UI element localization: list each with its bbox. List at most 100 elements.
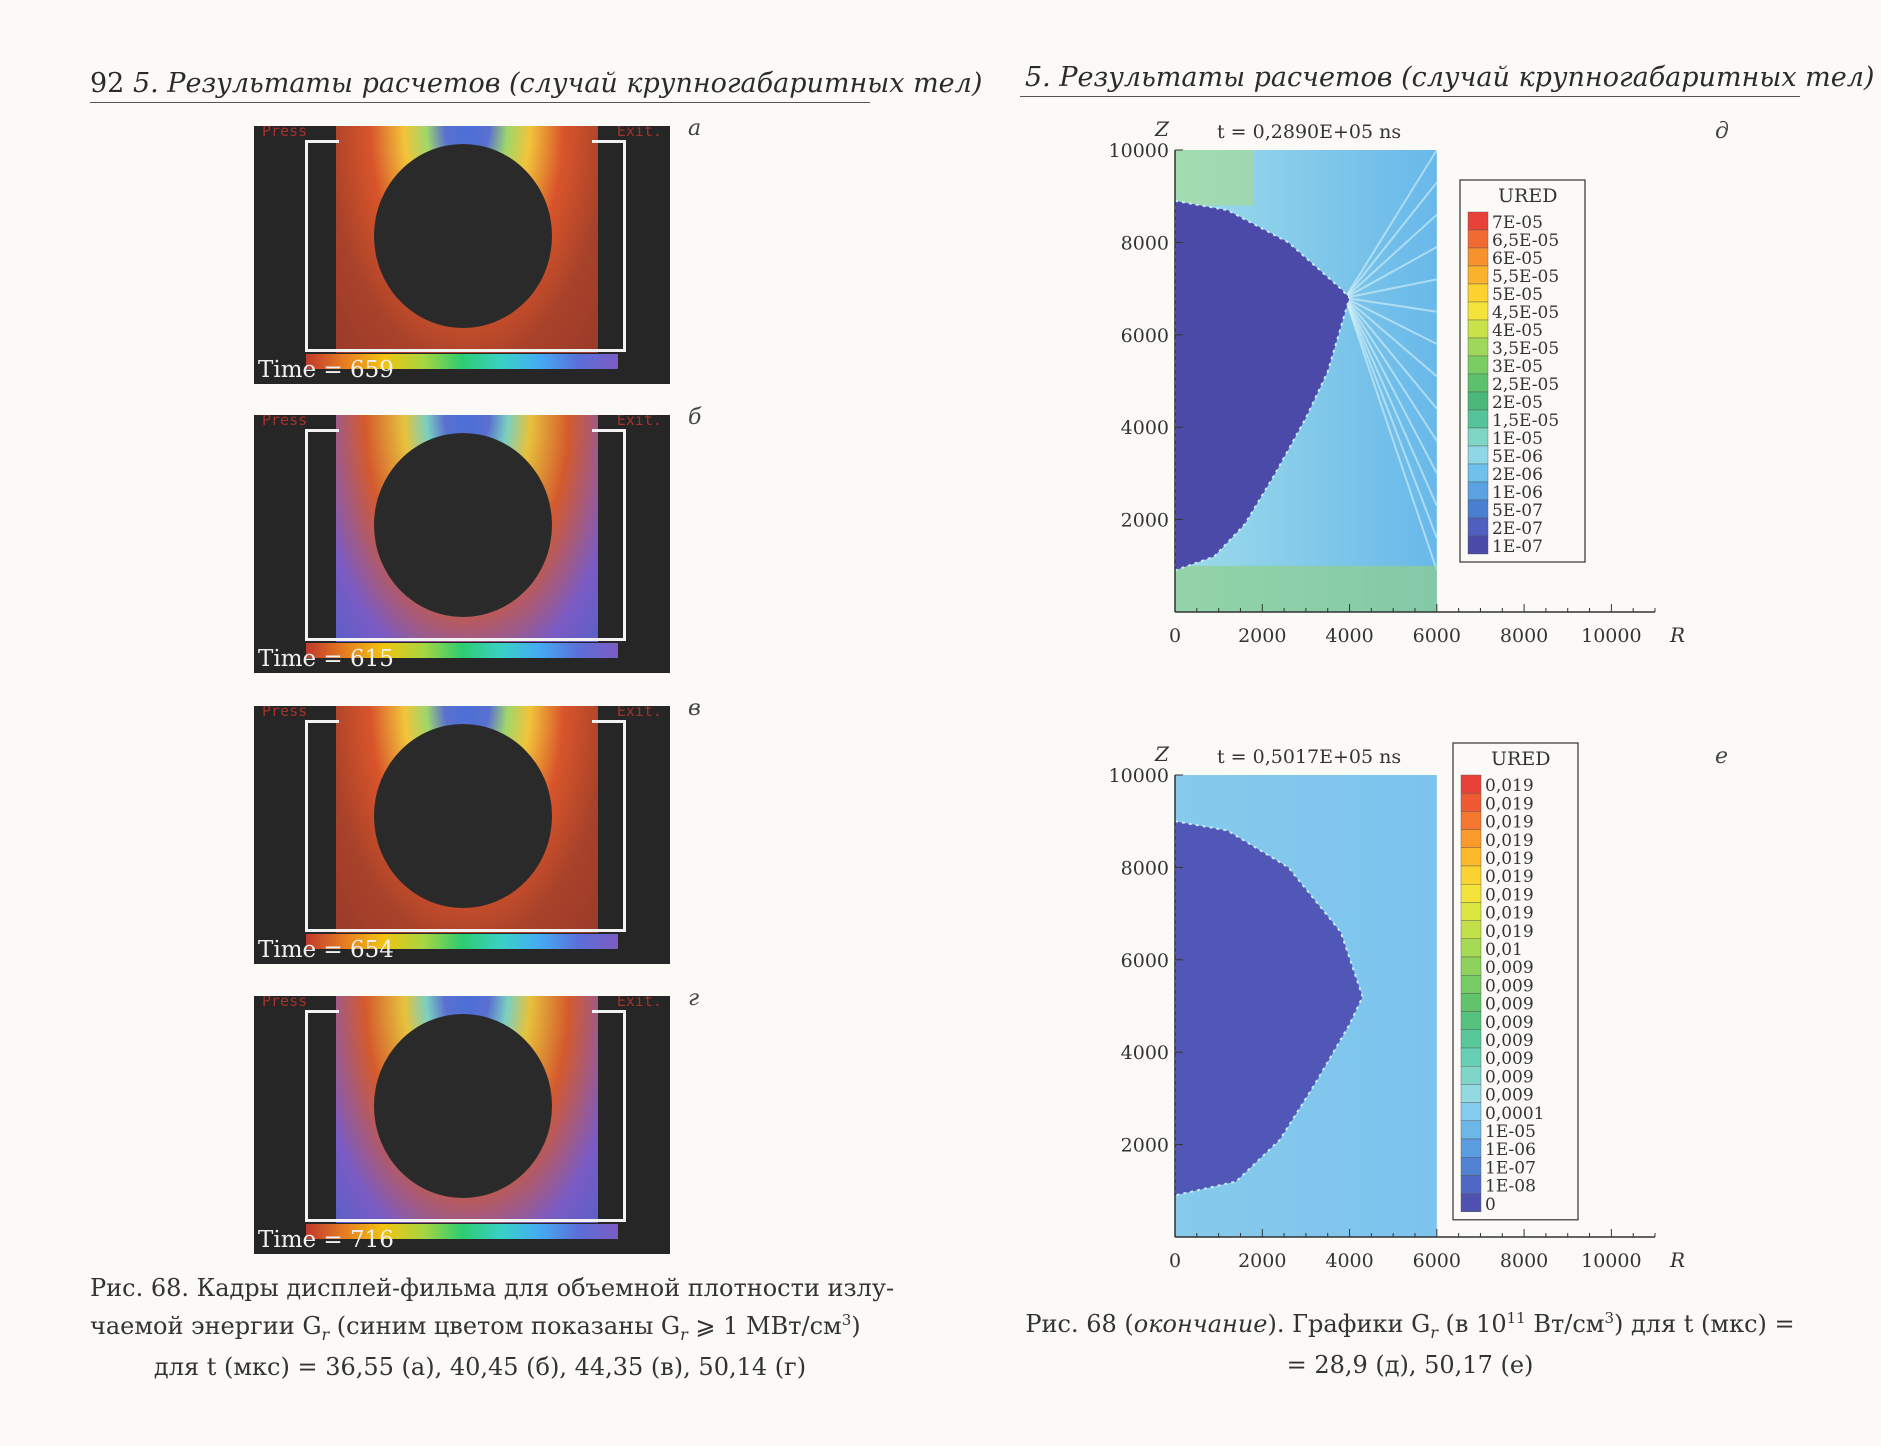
legend-entry-label: 0,009: [1485, 995, 1534, 1015]
left-head-rule: [90, 102, 870, 103]
legend-swatch: [1460, 865, 1482, 885]
exit-label: Exit.: [616, 415, 662, 429]
legend-swatch: [1460, 993, 1482, 1012]
legend-entry-label: 0,009: [1485, 1013, 1534, 1033]
color-scale-bar: [306, 643, 618, 658]
x-tick-label: 4000: [1325, 625, 1373, 647]
right-running-head: 5. Результаты расчетов (случай крупногаб…: [1025, 62, 1881, 93]
x-tick-label: 2000: [1238, 625, 1286, 647]
x-tick-label: 8000: [1500, 1250, 1548, 1272]
legend-swatch: [1467, 319, 1489, 339]
y-axis-label: Z: [1154, 117, 1170, 141]
legend-entry-label: 1E-06: [1492, 483, 1543, 503]
legend-swatch: [1467, 301, 1489, 321]
domain-border: [305, 140, 626, 352]
legend-entry-label: 1E-07: [1492, 537, 1543, 557]
ray-line: [1344, 297, 1438, 507]
x-axis-label: R: [1669, 1248, 1685, 1272]
press-label: Press: [262, 126, 308, 140]
legend-swatch: [1460, 1011, 1482, 1031]
legend-swatch: [1467, 499, 1489, 519]
legend-swatch: [1460, 974, 1482, 994]
y-tick-label: 8000: [1121, 232, 1169, 254]
legend-entry-label: 6,5E-05: [1492, 231, 1559, 251]
y-tick-label: 2000: [1121, 510, 1169, 532]
legend-swatch: [1460, 1084, 1482, 1103]
frame-panel-label: г: [688, 986, 700, 1011]
ray-line: [1344, 213, 1438, 299]
left-page-number: 92: [90, 68, 125, 99]
legend-swatch: [1460, 883, 1482, 903]
legend-swatch: [1467, 409, 1489, 429]
y-tick-label: 6000: [1121, 325, 1169, 347]
top-hot-band: [1175, 150, 1254, 206]
legend-entry-label: 0,019: [1485, 794, 1534, 814]
y-tick-label: 6000: [1121, 950, 1169, 972]
legend-swatch: [1467, 445, 1489, 465]
bottom-hot-band: [1175, 565, 1437, 612]
domain-border: [305, 1010, 626, 1222]
body-region: [1174, 199, 1351, 572]
color-scale-bar: [306, 934, 618, 949]
legend-entry-label: 4E-05: [1492, 321, 1543, 341]
legend-swatch: [1460, 774, 1482, 794]
legend-entry-label: 3,5E-05: [1492, 339, 1559, 359]
ray-line: [1344, 278, 1438, 299]
color-scale-bar: [306, 1224, 618, 1239]
legend-swatch: [1467, 463, 1489, 483]
legend-entry-label: 0,009: [1485, 976, 1534, 996]
left-running-title: 5. Результаты расчетов (случай крупногаб…: [132, 68, 983, 99]
legend-entry-label: 4,5E-05: [1492, 303, 1559, 323]
legend-entry-label: 1E-07: [1485, 1158, 1536, 1178]
legend-entry-label: 5E-07: [1492, 501, 1543, 521]
frame-panel-label: б: [688, 405, 702, 430]
time-readout: Time = 654: [258, 937, 394, 963]
chart-title: t = 0,5017E+05 ns: [1217, 746, 1401, 768]
legend-entry-label: 2,5E-05: [1492, 375, 1559, 395]
left-figure-caption: Рис. 68. Кадры дисплей-фильма для объемн…: [90, 1272, 895, 1383]
body-disk: [374, 724, 552, 908]
legend-swatch: [1460, 1157, 1482, 1176]
legend-entry-label: 0,019: [1485, 813, 1534, 833]
legend-entry-label: 5E-06: [1492, 447, 1543, 467]
ray-line: [1344, 181, 1438, 299]
legend-swatch: [1467, 211, 1489, 231]
ray-line: [1344, 296, 1438, 345]
press-label: Press: [262, 996, 308, 1010]
x-tick-label: 2000: [1238, 1250, 1286, 1272]
legend-entry-label: 0,009: [1485, 1031, 1534, 1051]
domain-border: [305, 429, 626, 641]
x-axis-label: R: [1669, 623, 1685, 647]
right-figure-caption: Рис. 68 (окончание). Графики Gr (в 1011 …: [1015, 1302, 1805, 1381]
x-tick-label: 6000: [1413, 625, 1461, 647]
ray-line: [1344, 297, 1438, 442]
x-tick-label: 0: [1169, 1250, 1181, 1272]
legend-entry-label: 0,019: [1485, 922, 1534, 942]
legend-entry-label: 3E-05: [1492, 357, 1543, 377]
y-tick-label: 4000: [1121, 1042, 1169, 1064]
y-tick-label: 4000: [1121, 417, 1169, 439]
left-caption-line-1: Рис. 68. Кадры дисплей-фильма для объемн…: [90, 1274, 895, 1302]
chart-lower: 0 2000 4000 6000 8000 10000 2000 4000 6000 8000 10…: [1109, 742, 1728, 1272]
legend-swatch: [1460, 902, 1482, 921]
legend-swatch: [1460, 829, 1482, 848]
simulation-frame: Press Exit. Time = 654: [254, 706, 670, 964]
legend-entry-label: 1E-05: [1485, 1122, 1536, 1142]
y-axis-label: Z: [1154, 742, 1170, 766]
legend-entry-label: 0: [1485, 1195, 1496, 1215]
legend-entry-label: 2E-07: [1492, 519, 1543, 539]
legend-entry-label: 1E-08: [1485, 1177, 1536, 1197]
body-disk: [374, 144, 552, 328]
ray-line: [1344, 297, 1438, 571]
time-readout: Time = 659: [258, 357, 394, 383]
legend-swatch: [1467, 337, 1489, 357]
chart-title: t = 0,2890E+05 ns: [1217, 121, 1401, 143]
exit-label: Exit.: [616, 126, 662, 140]
frame-panel-label: в: [688, 696, 701, 721]
legend-entry-label: 1E-06: [1485, 1140, 1536, 1160]
legend-entry-label: 0,0001: [1485, 1104, 1544, 1124]
legend-swatch: [1467, 391, 1489, 411]
left-running-head: 92 5. Результаты расчетов (случай крупно…: [90, 68, 982, 99]
legend-entry-label: 2E-05: [1492, 393, 1543, 413]
ray-line: [1344, 297, 1438, 539]
